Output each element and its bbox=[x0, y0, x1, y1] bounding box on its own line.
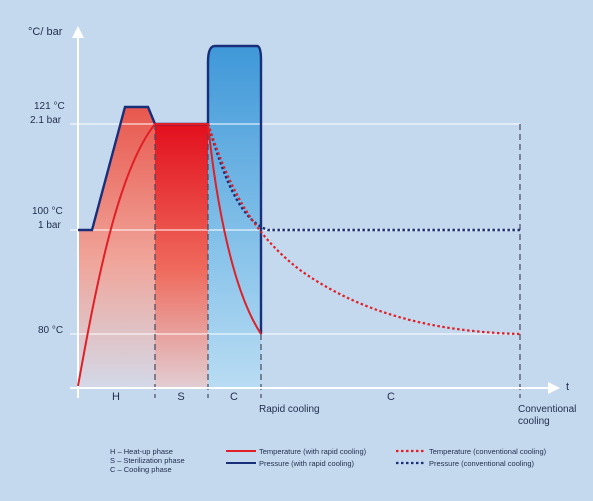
rapid-cooling-label: Rapid cooling bbox=[259, 404, 320, 415]
legend-abbrev-s: S – Sterilization phase bbox=[110, 456, 185, 465]
grid-lines bbox=[70, 123, 520, 335]
tick-label-121: 121 °C bbox=[34, 101, 65, 112]
pressure-conventional-line bbox=[206, 123, 520, 232]
conventional-cooling-label-1: Conventional bbox=[518, 404, 576, 415]
legend-abbrev-h: H – Heat-up phase bbox=[110, 447, 173, 456]
y-axis-label: °C/ bar bbox=[28, 26, 63, 38]
tick-label-1bar: 1 bar bbox=[38, 220, 61, 231]
phase-fills bbox=[78, 46, 261, 388]
phase-label-c-conventional: C bbox=[387, 391, 395, 403]
temperature-rapid-line bbox=[77, 123, 262, 387]
phase-label-h: H bbox=[112, 391, 120, 403]
legend-pressure-conventional: Pressure (conventional cooling) bbox=[429, 459, 535, 468]
phase-label-s: S bbox=[177, 391, 184, 403]
phase-label-c-rapid: C bbox=[230, 391, 238, 403]
legend: H – Heat-up phase S – Sterilization phas… bbox=[110, 447, 547, 474]
sterilization-fill bbox=[155, 124, 208, 388]
legend-temp-rapid: Temperature (with rapid cooling) bbox=[259, 447, 367, 456]
curves bbox=[77, 44, 521, 387]
legend-abbrev-c: C – Cooling phase bbox=[110, 465, 172, 474]
legend-temp-conventional: Temperature (conventional cooling) bbox=[429, 447, 547, 456]
axes bbox=[70, 36, 548, 398]
conventional-cooling-label-2: cooling bbox=[518, 416, 550, 427]
tick-label-100: 100 °C bbox=[32, 206, 63, 217]
x-axis-arrow-icon bbox=[548, 382, 560, 394]
x-axis-label: t bbox=[566, 381, 569, 393]
legend-pressure-rapid: Pressure (with rapid cooling) bbox=[259, 459, 355, 468]
heat-up-fill bbox=[78, 107, 155, 388]
tick-label-80: 80 °C bbox=[38, 325, 63, 336]
temperature-conventional-line bbox=[206, 123, 521, 336]
y-axis-arrow-icon bbox=[72, 26, 84, 38]
cooling-fill bbox=[208, 46, 261, 388]
tick-label-2-1bar: 2.1 bar bbox=[30, 115, 62, 126]
